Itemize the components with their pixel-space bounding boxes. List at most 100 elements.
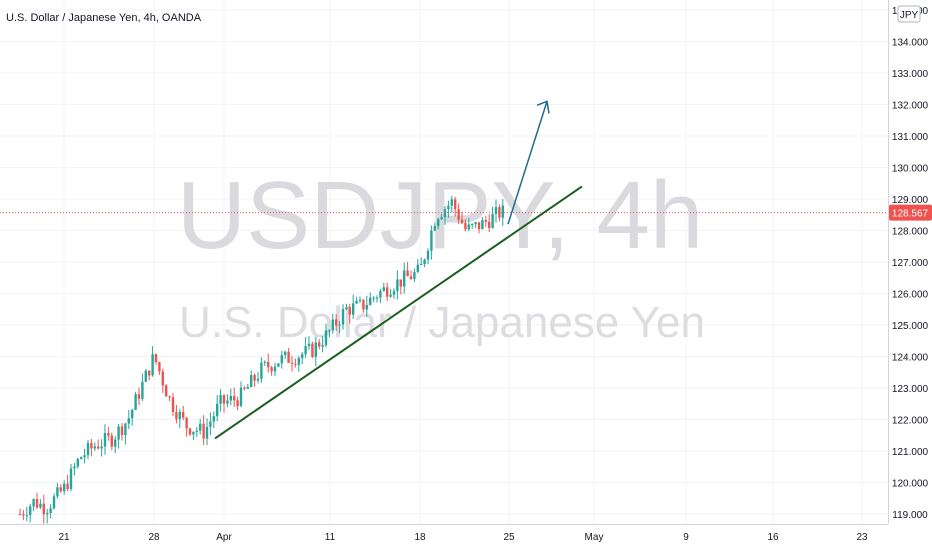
candle[interactable] <box>314 336 317 367</box>
forecast-arrow[interactable] <box>507 101 548 225</box>
candle[interactable] <box>321 336 324 353</box>
candle[interactable] <box>494 199 498 223</box>
candle[interactable] <box>86 440 90 460</box>
candle[interactable] <box>171 392 175 417</box>
candle[interactable] <box>29 503 32 523</box>
candle[interactable] <box>158 361 161 375</box>
candle[interactable] <box>188 427 192 437</box>
candle[interactable] <box>324 323 328 348</box>
candle[interactable] <box>420 257 423 266</box>
candle[interactable] <box>22 509 25 521</box>
candle[interactable] <box>137 387 141 406</box>
candle[interactable] <box>267 353 270 373</box>
candle[interactable] <box>66 474 69 492</box>
candle[interactable] <box>348 303 351 324</box>
candle[interactable] <box>100 439 103 457</box>
candle[interactable] <box>375 295 379 303</box>
candle[interactable] <box>423 258 426 268</box>
candle[interactable] <box>83 448 86 464</box>
candle[interactable] <box>273 362 277 377</box>
candle[interactable] <box>219 389 222 412</box>
candle[interactable] <box>151 346 154 377</box>
candle[interactable] <box>165 383 168 397</box>
candle[interactable] <box>233 387 236 408</box>
candle[interactable] <box>443 206 447 225</box>
candle[interactable] <box>290 355 294 372</box>
candle[interactable] <box>484 215 487 228</box>
candle[interactable] <box>386 282 389 302</box>
candle[interactable] <box>52 493 56 510</box>
candle[interactable] <box>131 408 134 426</box>
candle[interactable] <box>406 261 409 277</box>
candle[interactable] <box>120 423 124 441</box>
candle[interactable] <box>35 492 39 510</box>
candle[interactable] <box>454 196 457 217</box>
candle[interactable] <box>90 438 93 457</box>
candle[interactable] <box>209 412 212 436</box>
price-axis-bg[interactable] <box>888 0 932 524</box>
candle[interactable] <box>216 395 219 422</box>
candle[interactable] <box>25 506 28 521</box>
candle[interactable] <box>236 396 239 411</box>
candle[interactable] <box>141 373 144 402</box>
candle[interactable] <box>481 217 484 230</box>
currency-badge[interactable]: JPY <box>897 5 921 23</box>
candle[interactable] <box>440 213 443 221</box>
candle[interactable] <box>260 357 263 383</box>
candle[interactable] <box>416 259 419 274</box>
candle[interactable] <box>185 416 188 437</box>
candle[interactable] <box>124 422 127 445</box>
candle[interactable] <box>250 370 253 388</box>
candle[interactable] <box>222 394 226 413</box>
candle[interactable] <box>389 288 392 298</box>
candle[interactable] <box>63 480 66 495</box>
candle[interactable] <box>270 365 273 376</box>
candle[interactable] <box>110 432 113 451</box>
candle[interactable] <box>447 200 450 218</box>
candle[interactable] <box>73 462 76 476</box>
candle[interactable] <box>498 204 501 222</box>
candle[interactable] <box>263 360 266 367</box>
candle[interactable] <box>318 338 321 350</box>
candle[interactable] <box>46 508 49 524</box>
candle[interactable] <box>457 203 460 224</box>
candle[interactable] <box>277 363 280 368</box>
candle[interactable] <box>403 262 406 294</box>
candle[interactable] <box>294 358 297 368</box>
candle[interactable] <box>39 499 42 510</box>
candle[interactable] <box>253 373 256 387</box>
candle[interactable] <box>229 388 232 406</box>
candle[interactable] <box>117 423 120 449</box>
candle[interactable] <box>93 442 96 451</box>
candle[interactable] <box>42 494 45 524</box>
candle[interactable] <box>304 337 307 358</box>
candle[interactable] <box>491 206 494 229</box>
candle[interactable] <box>399 279 402 295</box>
candle[interactable] <box>226 394 229 408</box>
candle[interactable] <box>379 288 382 304</box>
candle[interactable] <box>331 313 334 334</box>
candle[interactable] <box>369 292 372 306</box>
candle[interactable] <box>328 329 331 338</box>
candle[interactable] <box>307 336 311 350</box>
candle[interactable] <box>426 248 430 265</box>
candle[interactable] <box>18 508 22 516</box>
candle[interactable] <box>409 270 413 280</box>
candle[interactable] <box>437 217 440 230</box>
candle[interactable] <box>134 391 137 411</box>
candle[interactable] <box>178 408 181 428</box>
annotations[interactable] <box>214 100 583 440</box>
candle[interactable] <box>355 296 358 305</box>
candle[interactable] <box>311 341 314 359</box>
candle[interactable] <box>392 288 396 299</box>
candle[interactable] <box>284 350 287 359</box>
candle[interactable] <box>287 348 290 364</box>
candle[interactable] <box>382 282 385 292</box>
candle[interactable] <box>246 383 249 389</box>
candle[interactable] <box>471 223 474 229</box>
candle[interactable] <box>205 418 209 445</box>
candle[interactable] <box>464 219 467 232</box>
candle[interactable] <box>372 296 375 303</box>
candles[interactable] <box>18 195 504 524</box>
